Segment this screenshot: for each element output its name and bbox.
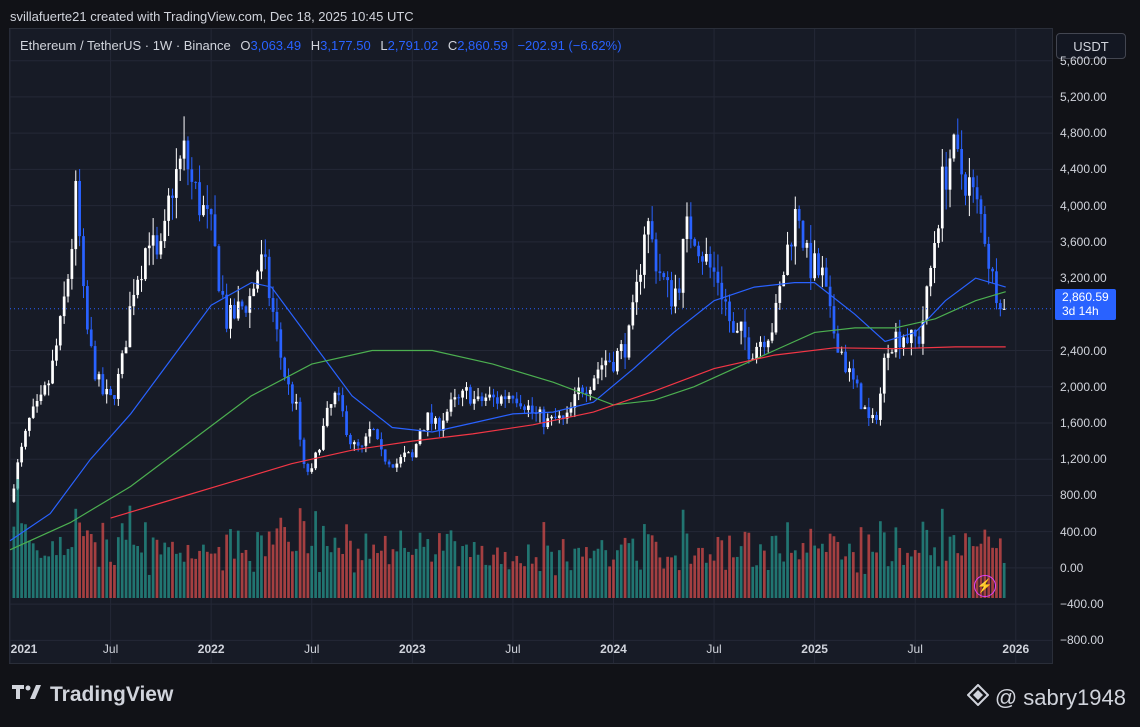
tradingview-brand: TradingView — [12, 683, 173, 707]
author-handle: @ sabry1948 — [966, 683, 1126, 712]
high-key: H — [310, 38, 321, 53]
y-tick-label: 4,800.00 — [1060, 126, 1107, 141]
last-price-label: 2,860.59 3d 14h — [1055, 289, 1116, 320]
y-tick-label: −400.00 — [1060, 597, 1104, 612]
y-tick-label: 5,600.00 — [1060, 53, 1107, 68]
lightning-icon[interactable]: ⚡ — [974, 575, 996, 597]
y-tick-label: 2,000.00 — [1060, 379, 1107, 394]
y-tick-label: 4,400.00 — [1060, 162, 1107, 177]
currency-button[interactable]: USDT — [1056, 33, 1126, 59]
low-key: L — [380, 38, 388, 53]
y-tick-label: −800.00 — [1060, 633, 1104, 648]
tradingview-logo-icon — [12, 683, 42, 707]
close-value: 2,860.59 — [457, 38, 508, 53]
x-tick-label: 2021 — [10, 642, 38, 656]
x-tick-label: 2024 — [600, 642, 627, 656]
x-tick-label: 2022 — [197, 642, 225, 656]
x-tick-label: Jul — [907, 642, 923, 656]
bar-countdown: 3d 14h — [1062, 304, 1099, 318]
diamond-icon — [966, 683, 990, 712]
created-by-text: svillafuerte21 created with TradingView.… — [10, 9, 414, 24]
y-tick-label: 400.00 — [1060, 524, 1097, 539]
last-price-value: 2,860.59 — [1062, 290, 1109, 304]
y-tick-label: 1,600.00 — [1060, 415, 1107, 430]
brand-name: TradingView — [50, 683, 174, 706]
x-tick-label: 2026 — [1002, 642, 1030, 656]
high-value: 3,177.50 — [320, 38, 371, 53]
ohlc-legend: Ethereum / TetherUS · 1W · Binance O3,06… — [20, 38, 622, 53]
low-value: 2,791.02 — [387, 38, 439, 53]
close-key: C — [447, 38, 458, 53]
x-tick-label: Jul — [304, 642, 320, 656]
chart-area[interactable] — [9, 28, 1053, 664]
y-tick-label: 4,000.00 — [1060, 198, 1107, 213]
y-tick-label: 1,200.00 — [1060, 452, 1107, 467]
y-tick-label: 800.00 — [1060, 488, 1097, 503]
open-key: O — [240, 38, 251, 53]
y-tick-label: 2,400.00 — [1060, 343, 1107, 358]
x-tick-label: Jul — [706, 642, 722, 656]
y-tick-label: 5,200.00 — [1060, 89, 1107, 104]
x-tick-label: Jul — [505, 642, 521, 656]
open-value: 3,063.49 — [250, 38, 302, 53]
x-tick-label: Jul — [102, 642, 119, 656]
y-tick-label: 3,600.00 — [1060, 234, 1107, 249]
x-tick-label: 2023 — [398, 642, 426, 656]
symbol-title: Ethereum / TetherUS · 1W · Binance — [20, 38, 231, 53]
y-tick-label: 3,200.00 — [1060, 271, 1107, 286]
change-value: −202.91 (−6.62%) — [517, 38, 622, 53]
y-tick-label: 0.00 — [1060, 560, 1084, 575]
x-tick-label: 2025 — [801, 642, 828, 656]
handle-text: @ sabry1948 — [994, 685, 1126, 710]
